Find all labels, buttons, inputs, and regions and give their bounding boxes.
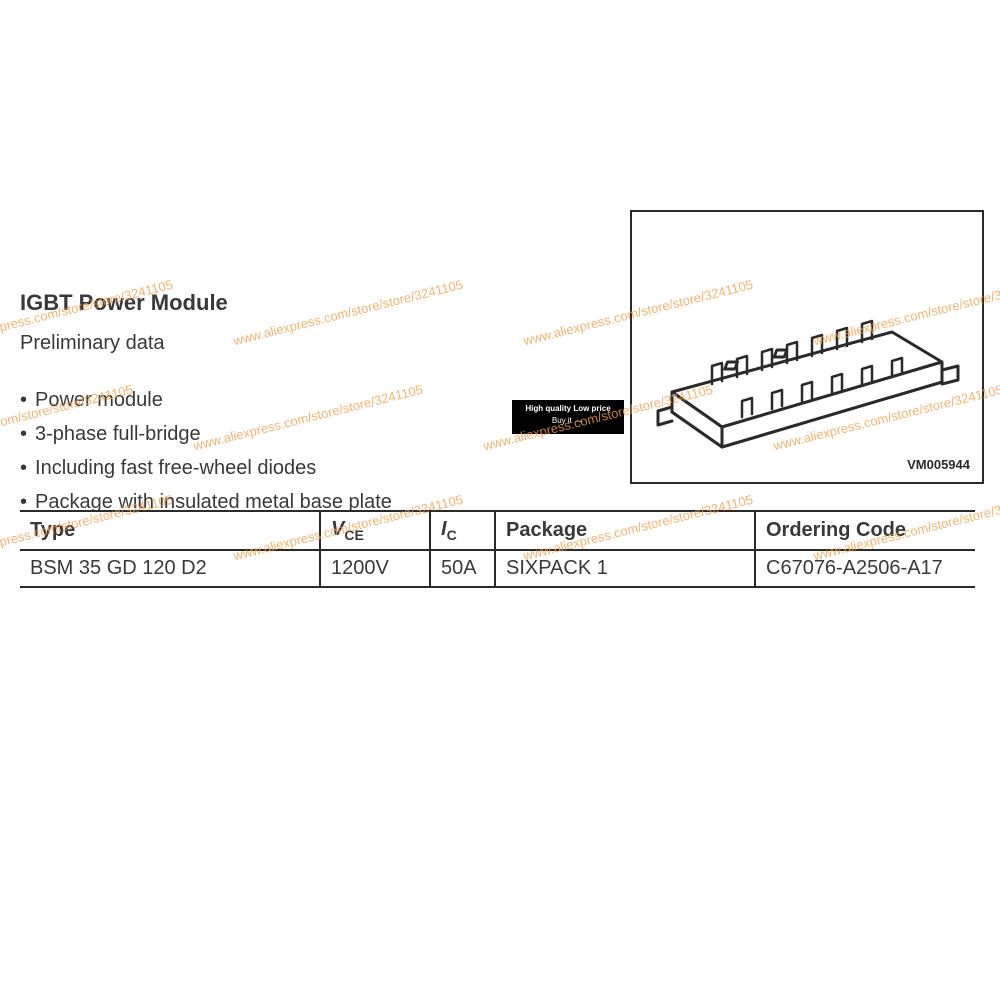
col-ordering: Ordering Code [755, 511, 975, 550]
spec-table: Type VCE IC Package Ordering Code BSM 35… [20, 510, 975, 588]
list-item: •3-phase full-bridge [20, 417, 520, 451]
cell-ic: 50A [430, 550, 495, 587]
col-vce: VCE [320, 511, 430, 550]
col-ic: IC [430, 511, 495, 550]
description-block: IGBT Power Module Preliminary data •Powe… [20, 290, 980, 519]
table-row: BSM 35 GD 120 D2 1200V 50A SIXPACK 1 C67… [20, 550, 975, 587]
list-item: •Power module [20, 383, 520, 417]
page-subtitle: Preliminary data [20, 332, 520, 355]
cell-type: BSM 35 GD 120 D2 [20, 550, 320, 587]
page-title: IGBT Power Module [20, 290, 520, 316]
feature-list: •Power module •3-phase full-bridge •Incl… [20, 383, 520, 519]
cell-package: SIXPACK 1 [495, 550, 755, 587]
table-header-row: Type VCE IC Package Ordering Code [20, 511, 975, 550]
list-item: •Including fast free-wheel diodes [20, 451, 520, 485]
col-package: Package [495, 511, 755, 550]
cell-ordering: C67076-A2506-A17 [755, 550, 975, 587]
cell-vce: 1200V [320, 550, 430, 587]
col-type: Type [20, 511, 320, 550]
